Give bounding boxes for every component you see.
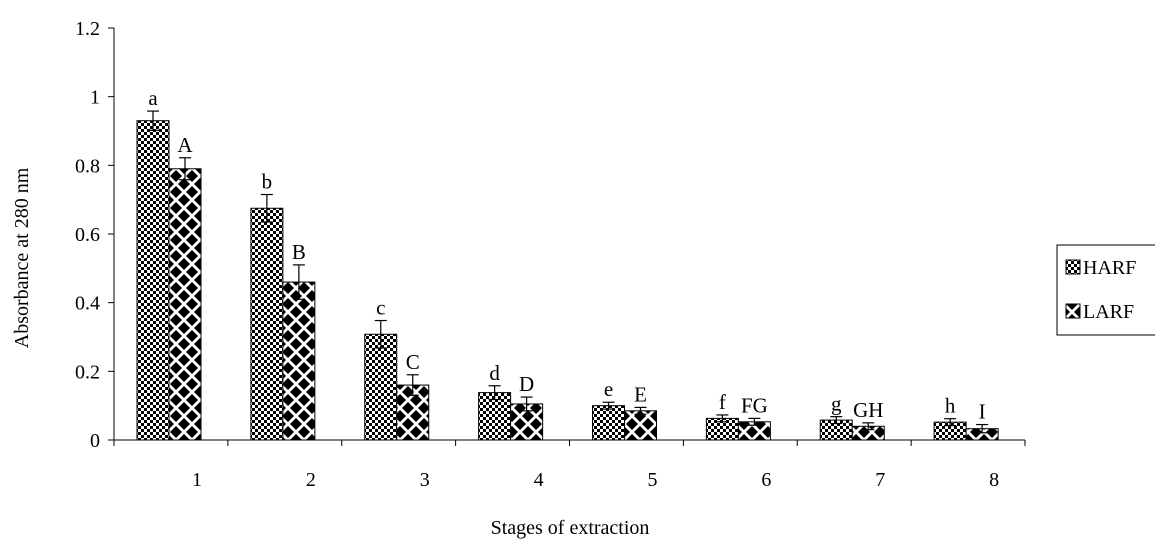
y-tick-label: 1 (90, 87, 100, 109)
bar-harf-1 (136, 120, 170, 441)
significance-label: C (406, 350, 420, 374)
significance-label: a (148, 86, 158, 110)
bar-harf-3 (364, 333, 398, 441)
x-tick-label: 2 (306, 469, 316, 491)
bar-larf-5 (624, 410, 657, 441)
significance-label: b (262, 170, 273, 194)
y-tick-label: 1.2 (75, 18, 100, 40)
significance-label: FG (741, 393, 768, 417)
y-tick-label: 0 (90, 430, 100, 452)
significance-label: d (489, 361, 500, 385)
significance-label: e (604, 377, 613, 401)
x-axis-title: Stages of extraction (491, 517, 650, 539)
significance-label: D (519, 372, 534, 396)
x-tick-label: 8 (989, 469, 999, 491)
significance-label: g (831, 392, 842, 416)
x-tick-label: 1 (192, 469, 202, 491)
y-axis: 0 0.2 0.4 0.6 0.8 1 1.2 (75, 18, 115, 452)
bar-larf-2 (282, 281, 316, 441)
bar-harf-5 (592, 405, 625, 441)
y-tick-label: 0.4 (75, 293, 100, 315)
significance-label: f (719, 390, 726, 414)
y-tick-label: 0.6 (75, 224, 100, 246)
bar-larf-1 (168, 168, 202, 441)
y-axis-title: Absorbance at 280 nm (11, 167, 33, 348)
x-tick-label: 6 (761, 469, 771, 491)
significance-label: c (376, 296, 385, 320)
significance-label: GH (853, 398, 883, 422)
bars-group (136, 120, 999, 441)
error-bars-group (147, 110, 989, 434)
significance-label: I (979, 400, 986, 424)
y-tick-label: 0.2 (75, 361, 100, 383)
x-tick-label: 4 (534, 469, 544, 491)
legend: HARF LARF (1056, 244, 1155, 336)
legend-label-harf: HARF (1083, 257, 1136, 279)
x-tick-label: 5 (647, 469, 657, 491)
legend-swatch-harf (1065, 259, 1081, 275)
bar-harf-2 (250, 207, 284, 441)
legend-label-larf: LARF (1083, 301, 1134, 323)
x-tick-label: 3 (420, 469, 430, 491)
legend-swatch-larf (1065, 303, 1081, 319)
x-tick-label: 7 (875, 469, 885, 491)
y-tick-label: 0.8 (75, 155, 100, 177)
significance-label: B (292, 240, 306, 264)
significance-label: h (945, 394, 956, 418)
significance-label: E (634, 382, 647, 406)
significance-labels: a b c d e f g h A B C D E FG GH I (148, 86, 985, 423)
x-axis: 1 2 3 4 5 6 7 8 (113, 439, 1026, 491)
significance-label: A (177, 133, 193, 157)
